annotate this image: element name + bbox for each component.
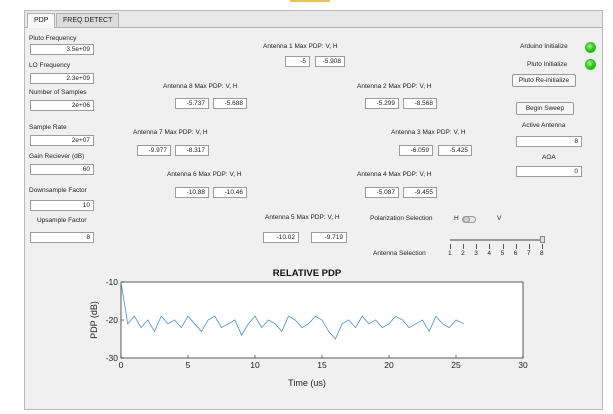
antenna-selection-tick-label: 1 (448, 250, 452, 257)
antenna-7-label: Antenna 7 Max PDP: V, H (133, 129, 208, 136)
antenna-2-label: Antenna 2 Max PDP: V, H (357, 83, 432, 90)
lo-frequency-label: LO Frequency (29, 62, 71, 69)
polarization-h-label: H (454, 215, 459, 222)
antenna-4-v-field[interactable]: -5.087 (365, 187, 399, 198)
x-axis-label: Time (us) (288, 378, 326, 388)
antenna-5-label: Antenna 5 Max PDP: V, H (265, 214, 340, 221)
window-top-strip (0, 0, 613, 4)
tab-bar: PDP FREQ DETECT (25, 11, 602, 28)
polarization-toggle-knob (463, 216, 470, 223)
antenna-3-h-field[interactable]: -5.425 (438, 145, 472, 156)
sample-rate-label: Sample Rate (29, 124, 67, 131)
antenna-4-label: Antenna 4 Max PDP: V, H (357, 171, 432, 178)
pdp-series-line (120, 281, 465, 340)
antenna-5-v-field[interactable]: -10.02 (263, 232, 299, 243)
antenna-selection-tick (542, 244, 543, 249)
window-accent (290, 0, 330, 2)
y-tick-label: -20 (106, 315, 119, 325)
gain-receiver-label: Gain Reciever (dB) (29, 153, 85, 160)
antenna-selection-knob[interactable] (540, 236, 545, 243)
aoa-label: AOA (542, 154, 556, 161)
x-tick-label: 15 (317, 360, 327, 370)
antenna-3-v-field[interactable]: -6.059 (399, 145, 433, 156)
aoa-field[interactable]: 0 (516, 166, 582, 177)
antenna-selection-tick-label: 8 (540, 250, 544, 257)
downsample-factor-field[interactable]: 10 (30, 200, 94, 211)
polarization-selection-label: Polarization Selection (370, 215, 433, 222)
antenna-8-h-field[interactable]: -5.688 (213, 98, 247, 109)
antenna-selection-tick (463, 244, 465, 249)
antenna-1-label: Antenna 1 Max PDP: V, H (263, 43, 338, 50)
antenna-selection-tick (515, 244, 517, 249)
y-tick-label: -30 (106, 353, 119, 363)
antenna-selection-tick (450, 244, 451, 249)
number-of-samples-label: Number of Samples (29, 89, 87, 96)
antenna-2-h-field[interactable]: -8.568 (403, 98, 437, 109)
x-tick-label: 30 (518, 360, 528, 370)
x-tick-label: 10 (250, 360, 260, 370)
pluto-reinitialize-button[interactable]: Pluto Re-initialize (512, 74, 576, 87)
arduino-initialize-label: Arduino Initialize (520, 43, 568, 50)
antenna-6-v-field[interactable]: -10.88 (175, 187, 209, 198)
antenna-6-label: Antenna 6 Max PDP: V, H (167, 171, 242, 178)
antenna-6-h-field[interactable]: -10.46 (213, 187, 247, 198)
antenna-selection-tick-label: 3 (474, 250, 478, 257)
lo-frequency-field[interactable]: 2.3e+09 (30, 73, 94, 84)
polarization-v-label: V (497, 215, 502, 222)
pluto-initialize-label: Pluto Initialize (527, 61, 568, 68)
gain-receiver-field[interactable]: 60 (30, 164, 94, 175)
antenna-1-h-field[interactable]: -5.908 (315, 56, 345, 67)
polarization-toggle[interactable] (462, 216, 476, 223)
antenna-4-h-field[interactable]: -9.455 (403, 187, 437, 198)
pluto-frequency-label: Pluto Frequency (29, 35, 77, 42)
y-tick-label: -10 (106, 277, 119, 287)
upsample-factor-label: Upsample Factor (37, 217, 87, 224)
tab-freq-detect[interactable]: FREQ DETECT (56, 13, 120, 27)
x-tick-label: 0 (119, 360, 124, 370)
active-antenna-field[interactable]: 8 (516, 136, 582, 147)
antenna-3-label: Antenna 3 Max PDP: V, H (391, 129, 466, 136)
antenna-8-v-field[interactable]: -5.737 (175, 98, 209, 109)
antenna-selection-label: Antenna Selection (373, 250, 426, 257)
pluto-frequency-field[interactable]: 3.5e+09 (30, 44, 94, 55)
begin-sweep-button[interactable]: Begin Sweep (516, 102, 574, 115)
antenna-selection-tick (528, 244, 530, 249)
x-tick-label: 25 (451, 360, 461, 370)
antenna-5-h-field[interactable]: -9.719 (311, 232, 347, 243)
tab-pdp[interactable]: PDP (27, 13, 56, 28)
antenna-selection-tick (502, 244, 504, 249)
arduino-status-led-icon (585, 42, 596, 53)
downsample-factor-label: Downsample Factor (29, 187, 87, 194)
x-tick-label: 5 (186, 360, 191, 370)
relative-pdp-chart: RELATIVE PDP 0 5 10 15 20 25 30 -10 -20 -30 Time … (89, 268, 528, 388)
antenna-selection-tick-label: 4 (487, 250, 492, 257)
antenna-selection-tick-label: 6 (513, 250, 518, 257)
active-antenna-label: Active Antenna (522, 122, 566, 129)
x-tick-label: 20 (384, 360, 394, 370)
chart-title: RELATIVE PDP (273, 268, 342, 279)
antenna-selection-tick-label: 5 (500, 250, 505, 257)
pluto-status-led-icon (585, 59, 596, 70)
antenna-selection-tick-label: 2 (461, 250, 465, 257)
y-axis-label: PDP (dB) (89, 301, 99, 339)
number-of-samples-field[interactable]: 2e+06 (30, 100, 94, 111)
app-panel: PDP FREQ DETECT Pluto Frequency 3.5e+09 … (24, 10, 603, 410)
antenna-7-v-field[interactable]: -9.977 (137, 145, 171, 156)
antenna-1-v-field[interactable]: -5 (285, 56, 310, 67)
antenna-7-h-field[interactable]: -8.317 (175, 145, 209, 156)
upsample-factor-field[interactable]: 8 (30, 232, 94, 243)
antenna-selection-tick-label: 7 (526, 250, 531, 257)
antenna-selection-tick (476, 244, 478, 249)
antenna-8-label: Antenna 8 Max PDP: V, H (163, 83, 238, 90)
antenna-2-v-field[interactable]: -5.299 (365, 98, 399, 109)
sample-rate-field[interactable]: 2e+07 (30, 135, 94, 146)
antenna-selection-tick (489, 244, 491, 249)
